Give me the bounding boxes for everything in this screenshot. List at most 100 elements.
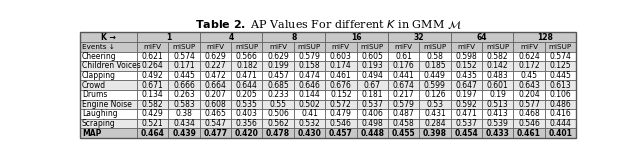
Text: 0.264: 0.264 [142,61,164,70]
Bar [200,71,231,80]
Bar [294,109,325,119]
Bar [80,32,576,138]
Text: 0.582: 0.582 [142,100,164,109]
Bar [388,71,419,80]
Bar [200,90,231,100]
Bar [419,71,451,80]
Bar [513,32,576,42]
Text: 0.454: 0.454 [454,129,478,138]
Text: 0.579: 0.579 [392,100,415,109]
Text: 0.539: 0.539 [486,119,509,128]
Bar [168,80,200,90]
Text: 0.182: 0.182 [236,61,257,70]
Bar [451,80,482,90]
Text: 0.152: 0.152 [456,61,477,70]
Bar [513,90,545,100]
Text: 0.207: 0.207 [205,90,227,99]
Text: 32: 32 [414,33,424,42]
Bar [545,42,576,51]
Bar [388,42,419,51]
Text: 0.45: 0.45 [520,71,538,80]
Text: 0.483: 0.483 [487,71,509,80]
Bar [419,109,451,119]
Text: 0.444: 0.444 [549,119,572,128]
Bar [231,80,262,90]
Text: 0.420: 0.420 [235,129,259,138]
Bar [168,51,200,61]
Bar [294,51,325,61]
Bar [80,109,137,119]
Text: 0.126: 0.126 [424,90,445,99]
Text: 0.217: 0.217 [393,90,414,99]
Bar [262,90,294,100]
Text: 4: 4 [228,33,234,42]
Bar [513,100,545,109]
Bar [231,51,262,61]
Text: 0.204: 0.204 [518,90,540,99]
Text: 0.171: 0.171 [173,61,195,70]
Bar [137,61,168,71]
Text: 0.144: 0.144 [299,90,321,99]
Text: 0.629: 0.629 [205,52,227,61]
Bar [388,128,419,138]
Text: 0.572: 0.572 [330,100,352,109]
Bar [80,71,137,80]
Text: miFV: miFV [143,44,162,50]
Text: 0.193: 0.193 [362,61,383,70]
Text: 0.577: 0.577 [518,100,540,109]
Bar [545,128,576,138]
Bar [513,61,545,71]
Bar [545,119,576,128]
Text: 0.38: 0.38 [175,109,193,118]
Bar [168,71,200,80]
Bar [80,119,137,128]
Bar [200,61,231,71]
Bar [388,61,419,71]
Text: 0.521: 0.521 [142,119,164,128]
Text: 0.644: 0.644 [236,81,258,90]
Text: miFV: miFV [520,44,538,50]
Text: 0.535: 0.535 [236,100,258,109]
Text: 0.58: 0.58 [426,52,444,61]
Text: 0.416: 0.416 [550,109,571,118]
Text: 0.205: 0.205 [236,90,258,99]
Bar [356,128,388,138]
Bar [200,51,231,61]
Bar [388,100,419,109]
Bar [482,109,513,119]
Text: 0.398: 0.398 [423,129,447,138]
Bar [451,61,482,71]
Bar [545,109,576,119]
Text: Cheering: Cheering [82,52,116,61]
Text: 0.471: 0.471 [456,109,477,118]
Bar [168,128,200,138]
Text: 0.603: 0.603 [330,52,352,61]
Bar [200,128,231,138]
Bar [482,100,513,109]
Bar [482,128,513,138]
Bar [262,71,294,80]
Text: 0.562: 0.562 [268,119,289,128]
Bar [200,100,231,109]
Bar [545,51,576,61]
Text: miSUP: miSUP [298,44,321,50]
Bar [356,100,388,109]
Text: 0.41: 0.41 [301,109,318,118]
Text: 0.284: 0.284 [424,119,445,128]
Text: 0.401: 0.401 [548,129,572,138]
Bar [168,90,200,100]
Text: 0.457: 0.457 [267,71,289,80]
Bar [200,109,231,119]
Bar [451,71,482,80]
Bar [168,100,200,109]
Text: 0.664: 0.664 [205,81,227,90]
Bar [356,119,388,128]
Bar [513,109,545,119]
Text: 64: 64 [477,33,487,42]
Text: 0.513: 0.513 [487,100,509,109]
Text: miSUP: miSUP [548,44,572,50]
Text: 0.478: 0.478 [266,129,290,138]
Text: 0.685: 0.685 [268,81,289,90]
Text: 0.486: 0.486 [550,100,571,109]
Text: 0.413: 0.413 [487,109,509,118]
